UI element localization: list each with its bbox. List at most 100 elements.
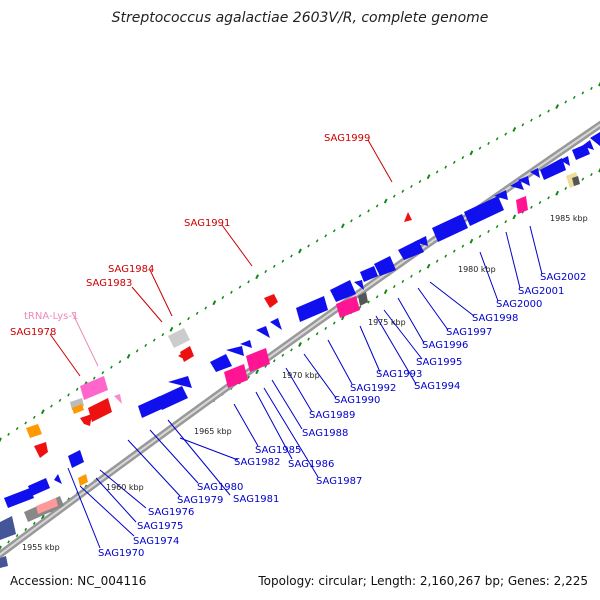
upper-features bbox=[26, 212, 412, 458]
scale-dot bbox=[512, 214, 517, 220]
scale-dot bbox=[101, 371, 105, 375]
gene-label: SAG2001 bbox=[518, 286, 564, 297]
scale-dot bbox=[32, 415, 36, 419]
scale-dot bbox=[272, 359, 276, 363]
scale-dot bbox=[375, 204, 379, 208]
scale-dot bbox=[478, 146, 482, 150]
scale-dot bbox=[152, 338, 156, 342]
gene-label: SAG1989 bbox=[309, 410, 355, 421]
feature-red-arrow bbox=[80, 414, 92, 426]
scale-dot bbox=[247, 375, 250, 379]
gene-label: SAG1976 bbox=[148, 507, 194, 518]
scale-dot bbox=[40, 409, 45, 415]
gene-label: SAG1999 bbox=[324, 133, 370, 144]
inner-scale-dots bbox=[0, 167, 600, 551]
upper-gene-labels: tRNA-Lys-1 SAG1978 SAG1983 SAG1984 SAG19… bbox=[10, 133, 370, 338]
scale-dot bbox=[418, 269, 422, 273]
gene-label: SAG1981 bbox=[233, 494, 279, 505]
scale-dot bbox=[547, 109, 550, 113]
scale-dot bbox=[307, 337, 310, 341]
scale-dot bbox=[504, 132, 508, 136]
scale-dot bbox=[144, 343, 148, 348]
scale-dot bbox=[495, 137, 499, 141]
scale-dot bbox=[435, 170, 439, 174]
scale-dot bbox=[264, 269, 268, 274]
kbp-label: 1980 kbp bbox=[458, 265, 496, 274]
scale-dot bbox=[315, 332, 319, 336]
scale-dot bbox=[298, 342, 302, 347]
scale-dot bbox=[230, 290, 233, 294]
scale-dot bbox=[401, 189, 405, 193]
scale-dot bbox=[512, 127, 517, 132]
upper-leader-lines bbox=[49, 139, 393, 377]
map-title: Streptococcus agalactiae 2603V/R, comple… bbox=[111, 10, 489, 26]
kbp-tick-labels: 1955 kbp 1960 kbp 1965 kbp 1970 kbp 1975… bbox=[22, 214, 588, 552]
scale-dot bbox=[452, 160, 456, 164]
scale-dot bbox=[367, 300, 370, 304]
gene-label: SAG1978 bbox=[10, 327, 56, 338]
gene-label: SAG1991 bbox=[184, 218, 230, 229]
scale-dot bbox=[32, 521, 36, 525]
scale-dot bbox=[187, 317, 190, 321]
feature-trna bbox=[80, 376, 108, 400]
scale-dot bbox=[169, 326, 174, 332]
scale-dot bbox=[538, 114, 542, 118]
scale-dot bbox=[547, 196, 550, 200]
scale-dot bbox=[418, 179, 422, 184]
scale-dot bbox=[118, 360, 122, 364]
kbp-label: 1975 kbp bbox=[368, 318, 406, 327]
scale-dot bbox=[298, 248, 302, 254]
scale-dot bbox=[7, 432, 10, 436]
feature-pink-small bbox=[114, 394, 122, 404]
gene-label: SAG2002 bbox=[540, 272, 586, 283]
scale-dot bbox=[461, 244, 465, 248]
scale-dot bbox=[426, 174, 431, 180]
lower-leader-lines bbox=[67, 225, 543, 549]
scale-dot bbox=[247, 280, 250, 284]
scale-dot bbox=[598, 167, 600, 173]
gene-label: SAG2000 bbox=[496, 299, 542, 310]
scale-dot bbox=[75, 387, 79, 391]
scale-dot bbox=[487, 229, 490, 234]
scale-dot bbox=[367, 209, 370, 213]
gene-label: SAG1985 bbox=[255, 445, 301, 456]
accession-text: Accession: NC_004116 bbox=[10, 574, 147, 588]
scale-dot bbox=[504, 220, 508, 224]
scale-dot bbox=[444, 254, 448, 258]
kbp-label: 1955 kbp bbox=[22, 543, 60, 552]
scale-dot bbox=[410, 184, 413, 188]
scale-dot bbox=[435, 259, 439, 263]
scale-dot bbox=[307, 244, 310, 248]
feature-red-3 bbox=[178, 352, 186, 360]
scale-dot bbox=[195, 311, 199, 315]
gene-label-trna: tRNA-Lys-1 bbox=[24, 311, 78, 322]
scale-dot bbox=[272, 264, 276, 268]
kbp-label: 1970 kbp bbox=[282, 371, 320, 380]
scale-dot bbox=[58, 398, 62, 403]
scale-dot bbox=[0, 437, 2, 443]
scale-dot bbox=[324, 234, 328, 238]
scale-dot bbox=[15, 427, 19, 431]
gene-label: SAG1993 bbox=[376, 369, 422, 380]
gene-label: SAG1984 bbox=[108, 264, 154, 275]
scale-dot bbox=[444, 165, 448, 169]
scale-dot bbox=[590, 173, 593, 177]
feature-red-4 bbox=[264, 294, 278, 308]
scale-dot bbox=[290, 254, 293, 258]
scale-dot bbox=[290, 348, 293, 352]
scale-dot bbox=[598, 81, 600, 87]
scale-dot bbox=[204, 306, 208, 310]
feature-orange-2 bbox=[72, 404, 84, 414]
lower-gene-labels: SAG1970 SAG1974 SAG1975 SAG1976 SAG1979 … bbox=[98, 272, 586, 559]
gene-label: SAG1986 bbox=[288, 459, 334, 470]
feature-red-5 bbox=[404, 212, 412, 222]
scale-dot bbox=[375, 295, 379, 299]
scale-dot bbox=[238, 285, 242, 289]
scale-dot bbox=[255, 369, 260, 375]
scale-dot bbox=[538, 201, 542, 205]
scale-dot bbox=[358, 214, 362, 218]
gene-label: SAG1988 bbox=[302, 428, 348, 439]
gene-label: SAG1996 bbox=[422, 340, 468, 351]
scale-dot bbox=[7, 540, 10, 544]
lower-features bbox=[4, 132, 600, 508]
